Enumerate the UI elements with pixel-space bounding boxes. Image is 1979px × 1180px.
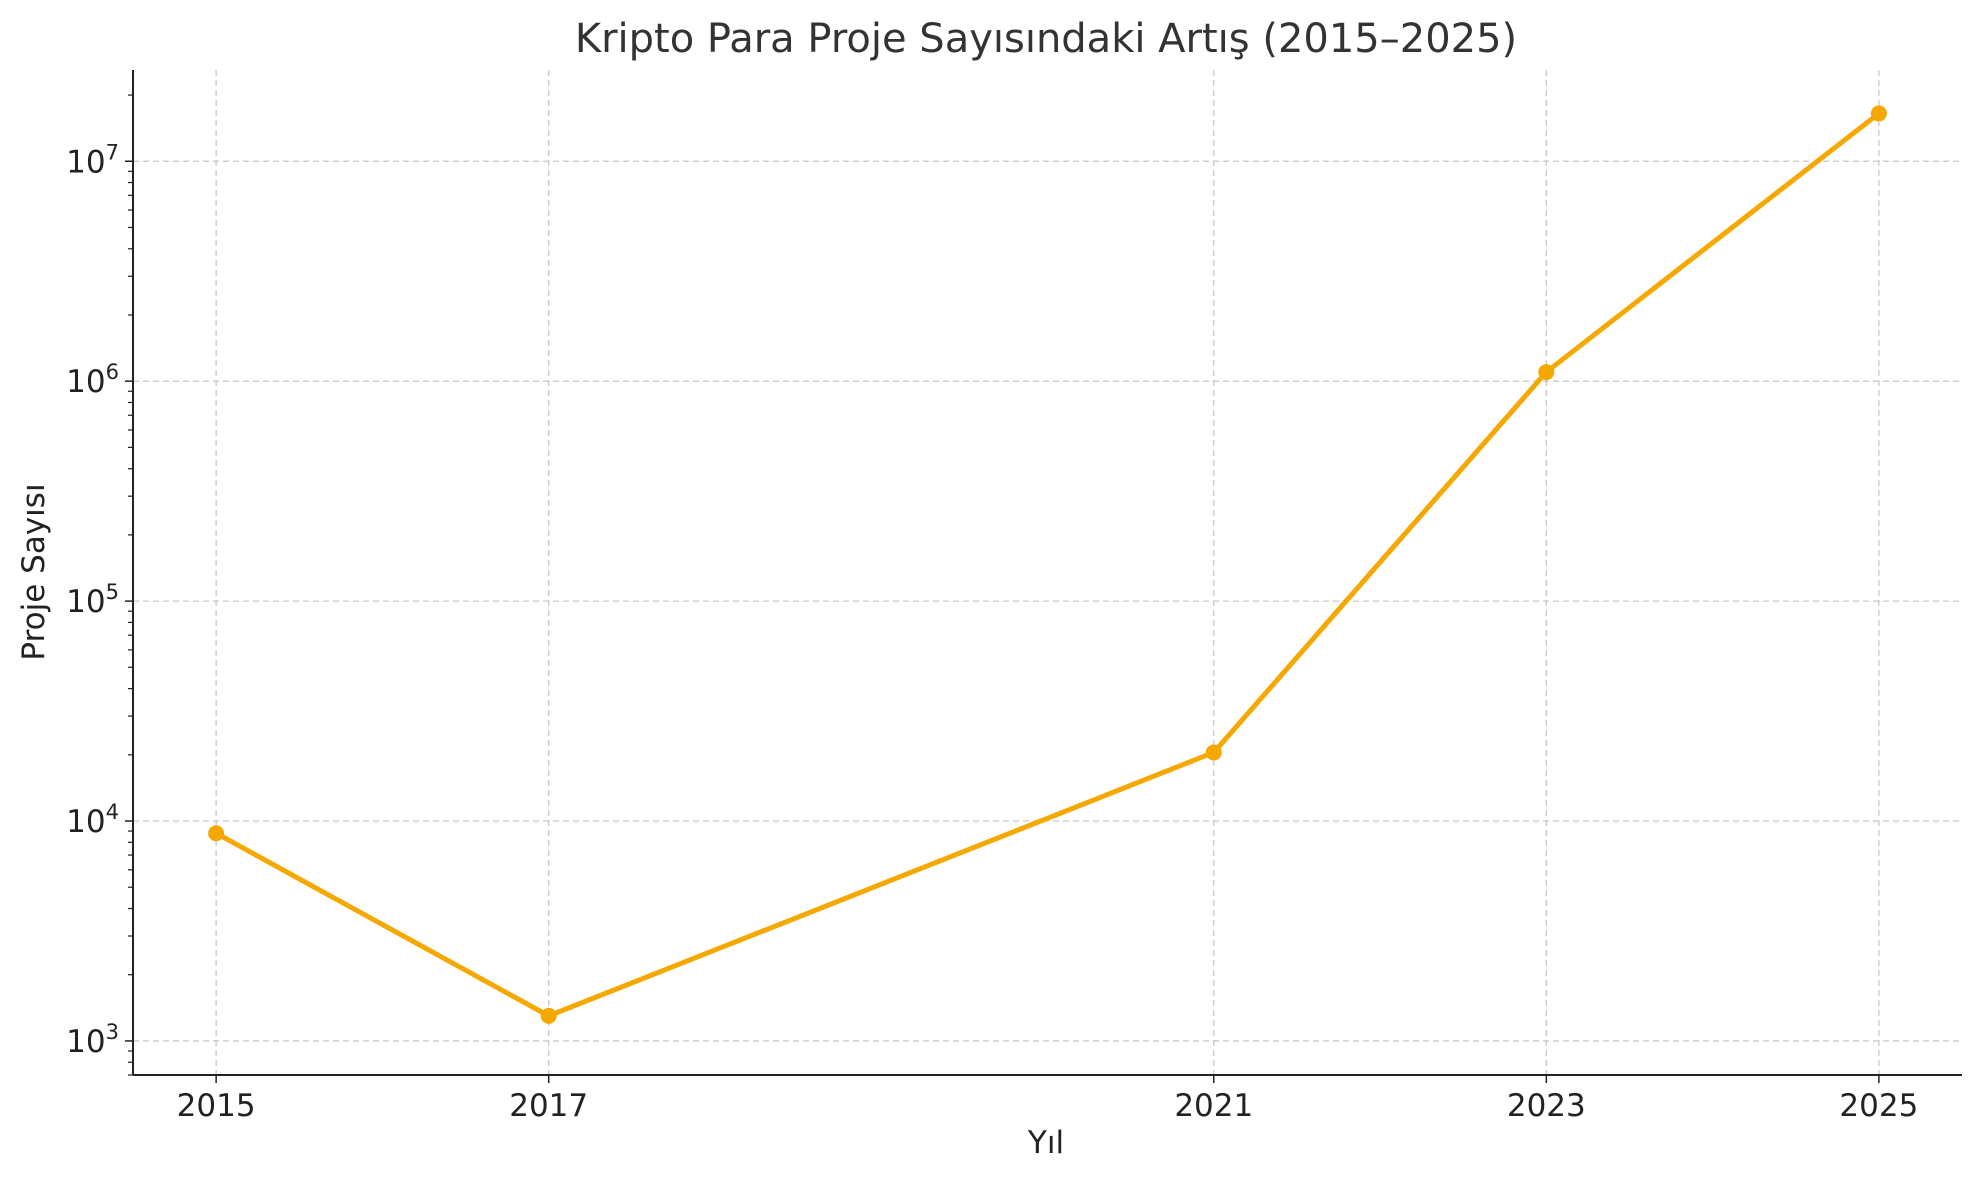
y-tick-label: 107 <box>66 140 119 180</box>
x-tick-label: 2021 <box>1174 1088 1253 1124</box>
x-axis-label: Yıl <box>1027 1125 1064 1161</box>
data-point <box>1205 744 1222 761</box>
data-point <box>1538 364 1555 381</box>
y-tick-label: 104 <box>66 800 119 840</box>
series-line <box>214 111 1881 1019</box>
chart-title: Kripto Para Proje Sayısındaki Artış (201… <box>575 16 1517 62</box>
data-point <box>1870 105 1887 122</box>
x-tick-label: 2023 <box>1507 1088 1586 1124</box>
y-tick-label: 103 <box>66 1020 119 1060</box>
x-tick-label: 2017 <box>509 1088 588 1124</box>
x-tick-label: 2015 <box>177 1088 256 1124</box>
series-line <box>214 111 1881 1019</box>
gridlines <box>133 70 1962 1075</box>
data-point <box>208 825 225 842</box>
series-points <box>208 105 1887 1024</box>
x-tick-label: 2025 <box>1839 1088 1918 1124</box>
y-tick-label: 105 <box>66 580 119 620</box>
y-axis-label: Proje Sayısı <box>16 483 52 660</box>
ticks: 2015 2017 2021 2023 2025 103 104 105 106 107 <box>66 140 1918 1124</box>
data-point <box>540 1007 557 1024</box>
y-tick-label: 106 <box>66 360 119 400</box>
